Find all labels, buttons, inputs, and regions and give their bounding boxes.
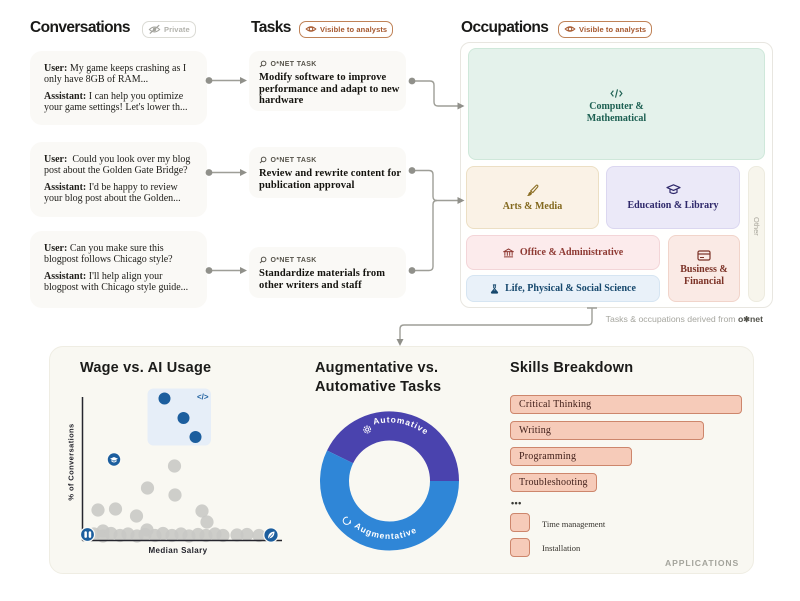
svg-text:</>: </> bbox=[197, 393, 209, 402]
svg-text:% of Conversations: % of Conversations bbox=[67, 423, 76, 500]
svg-text:Median Salary: Median Salary bbox=[148, 546, 207, 555]
